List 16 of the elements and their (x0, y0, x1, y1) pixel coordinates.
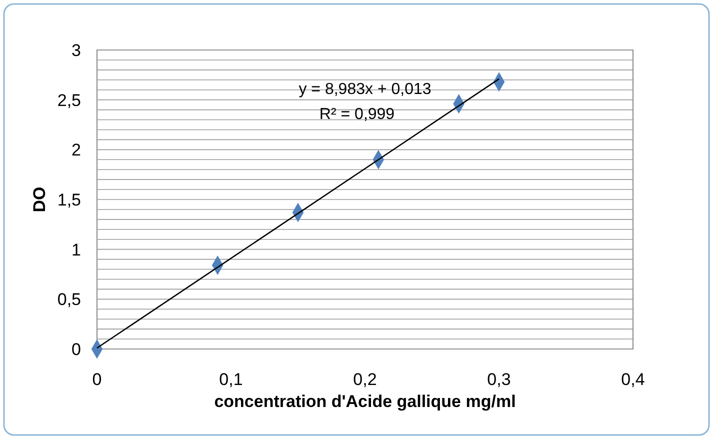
x-axis-title: concentration d'Acide gallique mg/ml (214, 392, 516, 411)
y-tick-label: 1 (72, 240, 81, 260)
x-tick-label: 0,4 (621, 370, 645, 389)
x-tick-label: 0 (92, 370, 102, 389)
y-tick-label: 0 (72, 340, 81, 359)
y-tick-label: 2 (72, 140, 81, 160)
y-axis-title: DO (30, 186, 49, 212)
y-tick-label: 3 (72, 40, 81, 60)
y-tick-label: 0,5 (57, 290, 81, 310)
annotation: y = 8,983x + 0,013 (298, 81, 432, 98)
x-tick-label: 0,1 (219, 370, 243, 389)
x-tick-label: 0,3 (487, 370, 511, 389)
y-tick-label: 1,5 (57, 190, 81, 210)
x-tick-label: 0,2 (353, 370, 377, 389)
y-tick-label: 2,5 (57, 90, 81, 110)
annotation: R² = 0,999 (319, 106, 395, 123)
